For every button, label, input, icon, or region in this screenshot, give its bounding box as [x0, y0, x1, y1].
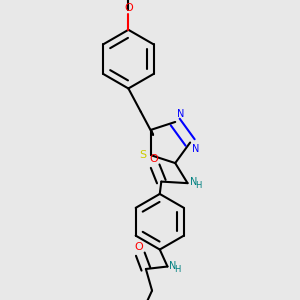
- Text: N: N: [190, 177, 197, 187]
- Text: N: N: [169, 261, 176, 271]
- Text: S: S: [139, 150, 146, 160]
- Text: O: O: [124, 3, 133, 13]
- Text: N: N: [177, 110, 184, 119]
- Text: O: O: [149, 154, 158, 164]
- Text: H: H: [196, 181, 202, 190]
- Text: H: H: [175, 265, 181, 274]
- Text: O: O: [135, 242, 143, 252]
- Text: N: N: [192, 144, 199, 154]
